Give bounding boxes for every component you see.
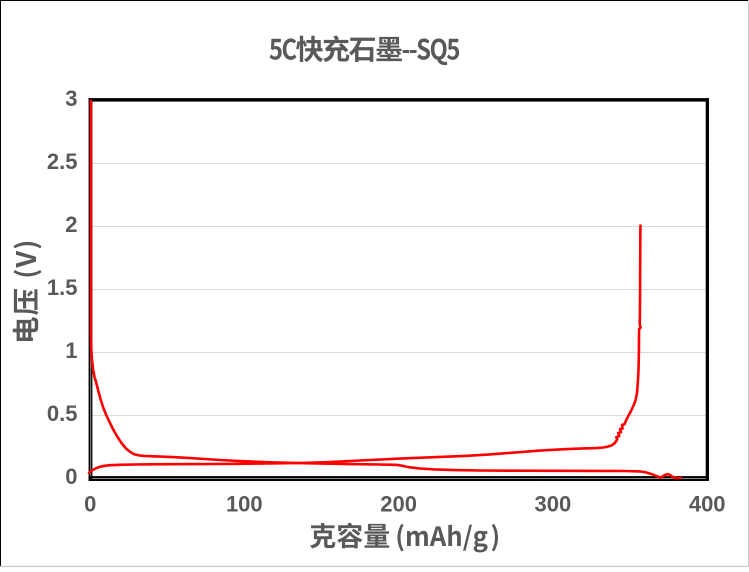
svg-text:1: 1 (65, 338, 77, 363)
svg-text:0.5: 0.5 (47, 401, 78, 426)
svg-text:2: 2 (65, 212, 77, 237)
svg-text:0: 0 (84, 492, 96, 517)
svg-text:200: 200 (380, 492, 417, 517)
svg-text:300: 300 (535, 492, 572, 517)
svg-text:400: 400 (689, 492, 726, 517)
svg-text:0: 0 (65, 464, 77, 489)
svg-text:3: 3 (65, 86, 77, 111)
svg-text:100: 100 (226, 492, 263, 517)
svg-text:2.5: 2.5 (47, 149, 78, 174)
svg-text:1.5: 1.5 (47, 275, 78, 300)
